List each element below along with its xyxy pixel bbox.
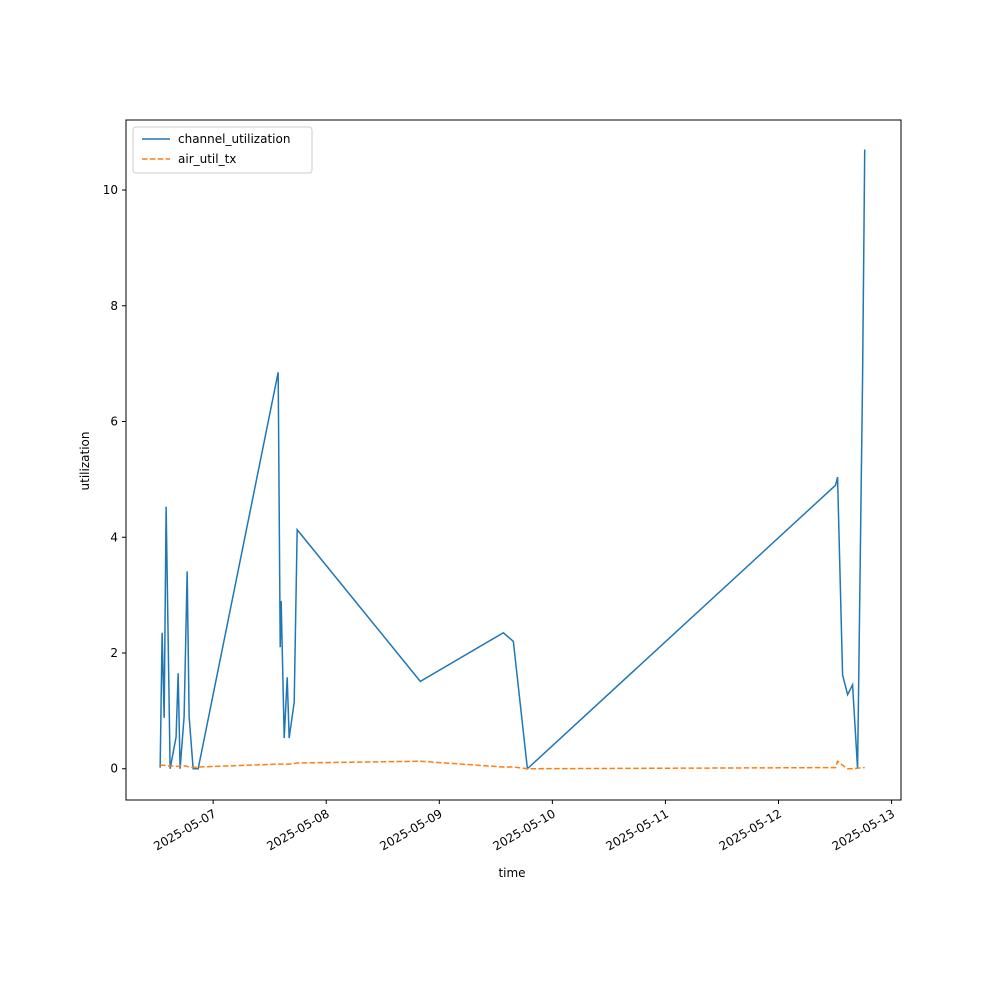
legend-box [132,126,313,174]
legend-label: channel_utilization [178,132,290,146]
x-tick-label: 2025-05-11 [604,806,671,853]
y-tick-label: 6 [110,415,118,429]
legend-label: air_util_tx [178,152,236,166]
x-tick-label: 2025-05-08 [264,806,331,853]
x-tick-label: 2025-05-12 [717,806,784,853]
data-line [159,759,865,770]
y-tick-label: 8 [110,299,118,313]
y-tick-label: 4 [110,530,118,544]
x-tick-label: 2025-05-09 [377,806,444,853]
y-tick-label: 0 [110,762,118,776]
x-tick-label: 2025-05-07 [151,806,218,853]
y-tick-label: 2 [110,646,118,660]
x-tick-label: 2025-05-13 [830,806,897,853]
y-tick-label: 10 [103,183,118,197]
x-tick-label: 2025-05-10 [490,806,557,853]
y-axis-label: utilization [78,432,92,491]
x-axis-label: time [498,866,525,880]
plot-area [125,119,902,801]
data-line [159,149,866,771]
